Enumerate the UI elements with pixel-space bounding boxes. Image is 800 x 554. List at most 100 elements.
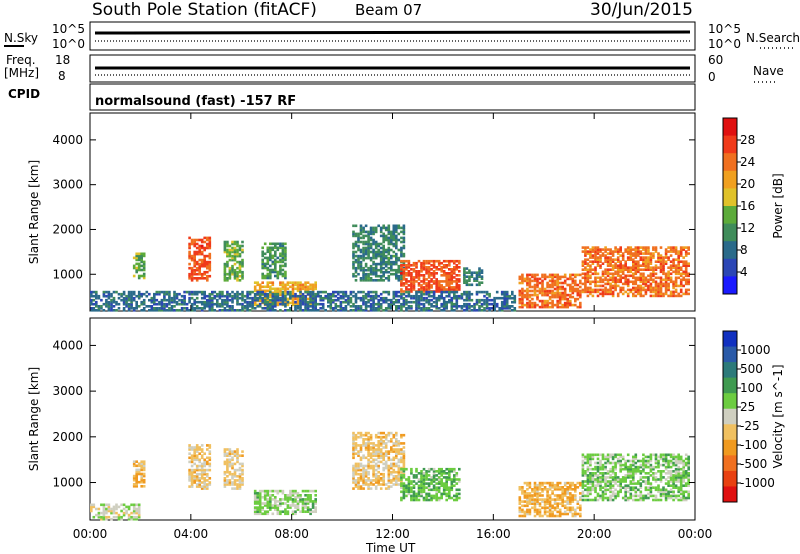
velocity-cell	[374, 462, 378, 466]
velocity-cell	[397, 440, 401, 443]
power-cell	[354, 294, 358, 298]
power-cell	[402, 276, 406, 279]
power-cell	[402, 292, 406, 296]
velocity-cell	[599, 459, 602, 463]
power-cell	[412, 296, 416, 300]
velocity-cell	[526, 488, 529, 491]
power-cell	[203, 246, 206, 250]
power-cell	[503, 307, 506, 310]
power-cell	[591, 246, 595, 249]
velocity-cell	[188, 472, 191, 476]
power-cell	[609, 284, 612, 288]
power-cell	[284, 305, 287, 308]
power-cell	[279, 246, 282, 250]
power-cell	[142, 266, 146, 270]
power-cell	[664, 254, 668, 257]
velocity-cell	[541, 494, 544, 497]
velocity-cell	[579, 506, 582, 510]
power-cell	[246, 305, 249, 308]
power-cell	[367, 290, 370, 294]
power-cell	[621, 276, 625, 280]
power-cell	[236, 254, 239, 258]
power-cell	[591, 280, 595, 284]
power-cell	[639, 274, 643, 278]
power-cell	[195, 296, 199, 300]
power-cell	[175, 296, 179, 300]
power-cell	[634, 286, 638, 290]
power-cell	[274, 302, 277, 306]
velocity-cell	[193, 475, 196, 478]
power-cell	[382, 234, 385, 238]
velocity-cell	[533, 506, 537, 510]
velocity-cell	[193, 477, 196, 480]
power-cell	[632, 264, 635, 267]
power-cell	[241, 305, 244, 308]
power-cell	[392, 300, 396, 304]
velocity-cell	[596, 494, 600, 498]
power-cell	[195, 290, 199, 294]
power-cell	[425, 272, 428, 275]
power-cell	[352, 260, 355, 264]
power-cell	[624, 250, 627, 253]
power-cell	[271, 256, 275, 260]
velocity-cell	[412, 480, 416, 483]
velocity-cell	[448, 486, 451, 489]
velocity-cell	[596, 465, 600, 469]
power-cell	[432, 290, 436, 294]
velocity-cell	[518, 502, 522, 505]
power-cell	[238, 292, 242, 296]
power-cell	[453, 276, 456, 279]
power-cell	[430, 294, 433, 298]
power-cell	[253, 298, 257, 302]
velocity-cell	[299, 510, 302, 513]
velocity-cell	[236, 456, 239, 460]
power-cell	[299, 285, 302, 289]
power-cell	[369, 268, 373, 272]
power-cell	[684, 282, 688, 286]
velocity-cell	[379, 450, 383, 453]
velocity-cell	[528, 500, 532, 503]
power-cell	[221, 292, 224, 296]
power-cell	[614, 246, 617, 249]
power-cell	[458, 278, 461, 281]
power-cell	[407, 270, 411, 273]
velocity-cell	[546, 481, 549, 485]
power-cell	[203, 292, 206, 296]
velocity-cell	[364, 481, 368, 484]
power-cell	[253, 289, 257, 293]
power-cell	[402, 296, 406, 300]
power-cell	[596, 276, 600, 280]
velocity-cell	[206, 487, 209, 490]
velocity-cell	[611, 492, 615, 496]
power-cell	[667, 272, 670, 276]
velocity-cell	[377, 450, 380, 453]
velocity-cell	[609, 498, 612, 502]
power-cell	[637, 246, 640, 249]
power-cell	[233, 248, 237, 252]
velocity-cell	[551, 512, 554, 516]
power-cell	[453, 292, 456, 296]
power-cell	[536, 279, 539, 283]
power-cell	[463, 275, 466, 278]
velocity-cell	[190, 460, 194, 464]
power-cell	[203, 248, 206, 252]
power-cell	[654, 276, 658, 280]
power-cell	[362, 270, 365, 274]
power-cell	[400, 292, 403, 296]
power-cell	[400, 240, 403, 244]
power-cell	[130, 292, 133, 296]
power-cell	[352, 234, 355, 238]
velocity-cell	[551, 481, 554, 485]
velocity-cell	[228, 454, 232, 457]
velocity-cell	[594, 461, 597, 465]
velocity-cell	[541, 481, 544, 485]
power-cell	[364, 248, 368, 252]
power-cell	[543, 291, 547, 295]
power-cell	[256, 298, 259, 302]
velocity-cell	[362, 444, 365, 447]
velocity-cell	[445, 472, 448, 475]
velocity-cell	[236, 487, 239, 490]
power-cell	[372, 266, 375, 270]
power-cell	[521, 289, 524, 293]
power-cell	[632, 252, 635, 255]
